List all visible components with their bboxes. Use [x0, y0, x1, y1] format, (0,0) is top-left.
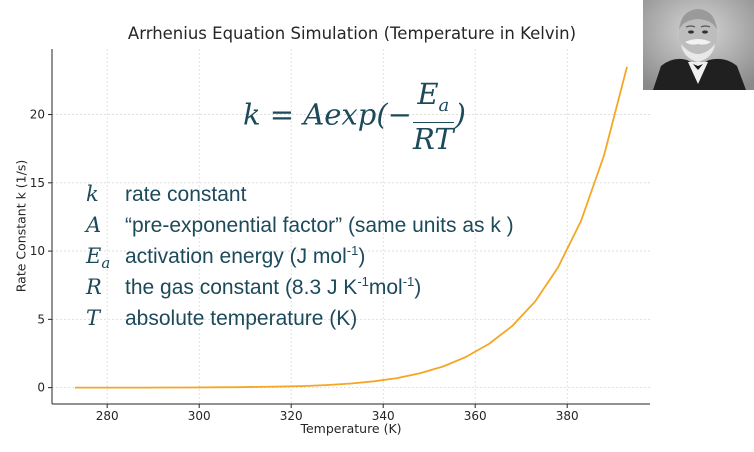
formula-fraction: Ea RT — [412, 77, 454, 156]
definition-main: “pre-exponential factor” (same units as … — [125, 214, 514, 237]
definition-row: Ea activation energy (J mol-1) — [86, 235, 514, 272]
formula-num-main: E — [417, 77, 439, 111]
series-line — [75, 66, 628, 389]
definition-row: A “pre-exponential factor” (same units as… — [86, 204, 514, 237]
formula-numerator: Ea — [412, 77, 454, 123]
formula-denominator: RT — [412, 121, 454, 156]
formula-num-sub: a — [438, 94, 450, 116]
y-tick-label: 20 — [30, 108, 45, 122]
formula-body: Aexp(− — [303, 97, 412, 132]
definition-sup: -1 — [402, 274, 415, 289]
definition-text: activation energy (J mol-1) — [125, 243, 366, 268]
x-axis-label: Temperature (K) — [300, 421, 402, 436]
x-tick-label: 280 — [96, 409, 119, 423]
definition-symbol: Ea — [86, 241, 125, 279]
x-tick-label: 340 — [372, 409, 395, 423]
definition-sup: -1 — [357, 274, 369, 289]
symbol-subscript: a — [101, 254, 111, 273]
definition-sup: -1 — [346, 243, 359, 258]
arrhenius-formula: k = Aexp(− Ea RT) — [243, 78, 466, 155]
definition-symbol: T — [86, 303, 125, 341]
definition-main: activation energy (J mol — [125, 245, 347, 268]
definition-symbol: R — [86, 272, 125, 310]
symbol-letter: E — [86, 244, 102, 268]
symbol-letter: T — [86, 306, 101, 330]
formula-equals: = — [260, 97, 304, 132]
x-tick-label: 380 — [556, 409, 579, 423]
definition-main: absolute temperature (K) — [125, 307, 358, 330]
symbol-letter: k — [86, 182, 99, 206]
x-tick-label: 320 — [280, 409, 303, 423]
definition-end: ) — [414, 276, 422, 299]
formula-close: ) — [454, 97, 466, 132]
x-tick-label: 360 — [464, 409, 487, 423]
definition-text: “pre-exponential factor” (same units as … — [125, 214, 514, 237]
definition-text: rate constant — [125, 183, 246, 206]
x-tick-label: 300 — [188, 409, 211, 423]
portrait-photo — [643, 0, 754, 90]
symbol-definitions: k rate constant A “pre-exponential factor”… — [86, 173, 514, 330]
y-tick-label: 5 — [37, 312, 45, 326]
formula-lhs: k — [243, 97, 261, 132]
definition-symbol: k — [86, 179, 125, 217]
y-tick-label: 15 — [30, 176, 45, 190]
symbol-letter: R — [86, 275, 102, 299]
definition-main: the gas constant (8.3 J K — [125, 276, 358, 299]
definition-mid: mol — [368, 276, 403, 299]
definition-end: ) — [358, 245, 366, 268]
definition-row: k rate constant — [86, 173, 514, 206]
definition-text: the gas constant (8.3 J K-1mol-1) — [125, 274, 422, 299]
symbol-letter: A — [86, 213, 102, 237]
y-axis-label: Rate Constant k (1/s) — [13, 159, 29, 293]
chart-title: Arrhenius Equation Simulation (Temperatu… — [127, 24, 577, 43]
definition-text: absolute temperature (K) — [125, 307, 357, 330]
y-tick-label: 0 — [37, 381, 45, 395]
definition-symbol: A — [86, 210, 125, 248]
definition-main: rate constant — [125, 183, 247, 206]
y-tick-label: 10 — [30, 244, 45, 258]
